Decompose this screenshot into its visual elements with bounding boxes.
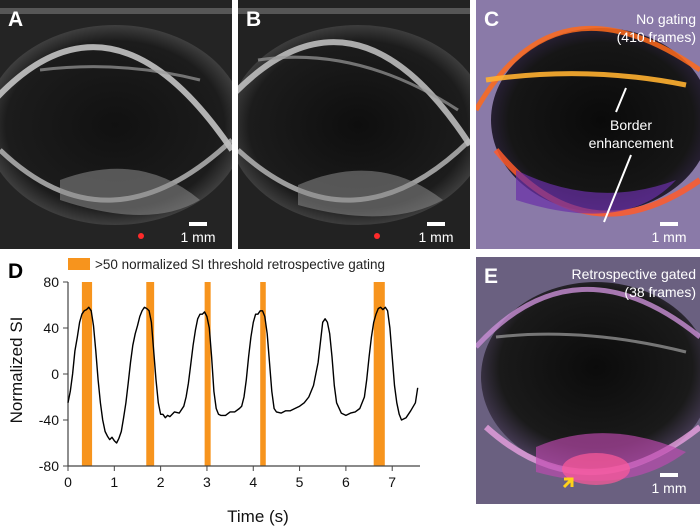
gating-window-3 — [204, 282, 211, 466]
ultrasound-panel-b: B 1 mm — [238, 0, 470, 249]
border-enhancement-annotation: Border enhancement — [566, 116, 696, 152]
scale-bar-b — [427, 222, 445, 226]
scale-text-c: 1 mm — [651, 229, 687, 245]
x-tick-label: 7 — [388, 474, 396, 490]
scale-bar-a — [189, 222, 207, 226]
panel-label-e: E — [484, 265, 499, 288]
y-tick-label: 80 — [43, 274, 59, 290]
y-tick-label: 40 — [43, 320, 59, 336]
panel-label-b: B — [246, 8, 262, 31]
ultrasound-panel-e: E Retrospective gated (38 frames) 1 mm — [476, 257, 700, 504]
gating-window-4 — [260, 282, 266, 466]
scale-bar-e — [660, 473, 678, 477]
x-tick-label: 6 — [342, 474, 350, 490]
panel-c-title-line2: (410 frames) — [616, 29, 696, 45]
x-tick-label: 4 — [249, 474, 257, 490]
scale-bar-c — [660, 222, 678, 226]
scale-text-a: 1 mm — [180, 229, 216, 245]
ultrasound-image-b — [238, 0, 470, 249]
x-tick-label: 3 — [203, 474, 211, 490]
ultrasound-image-e — [476, 257, 700, 504]
x-tick-label: 1 — [110, 474, 118, 490]
gating-window-1 — [81, 282, 93, 466]
panel-c-title: No gating (410 frames) — [536, 10, 696, 46]
ultrasound-image-a — [0, 0, 232, 249]
gating-window-5 — [373, 282, 385, 466]
y-tick-label: 0 — [51, 366, 59, 382]
panel-label-c: C — [484, 8, 500, 31]
gating-window-2 — [146, 282, 155, 466]
legend-label: >50 normalized SI threshold retrospectiv… — [95, 257, 385, 272]
x-tick-label: 5 — [296, 474, 304, 490]
annotation-line1: Border — [609, 117, 653, 133]
x-tick-label: 2 — [157, 474, 165, 490]
panel-e-title-line1: Retrospective gated — [571, 266, 696, 282]
panel-e-title: Retrospective gated (38 frames) — [516, 265, 696, 301]
normalized-si-chart: -80 -40 0 40 80 0 1 2 3 4 5 6 7 >50 normalized SI th… — [7, 257, 420, 526]
panel-label-a: A — [8, 8, 24, 31]
y-tick-label: -80 — [39, 458, 59, 474]
ultrasound-panel-c: C No gating (410 frames) Border enhancem… — [476, 0, 700, 249]
y-axis-label: Normalized SI — [7, 317, 26, 424]
panel-c-title-line1: No gating — [636, 11, 696, 27]
ultrasound-panel-a: A 1 mm — [0, 0, 232, 249]
x-tick-label: 0 — [64, 474, 72, 490]
x-axis-label: Time (s) — [227, 507, 289, 526]
si-series-line — [67, 306, 419, 444]
ultrasound-image-c — [476, 0, 700, 249]
panel-label-d: D — [8, 260, 23, 283]
y-tick-label: -40 — [39, 412, 59, 428]
scale-text-e: 1 mm — [651, 480, 687, 496]
legend-swatch — [68, 258, 90, 270]
scale-text-b: 1 mm — [418, 229, 454, 245]
panel-e-title-line2: (38 frames) — [624, 284, 696, 300]
annotation-line2: enhancement — [588, 135, 674, 151]
